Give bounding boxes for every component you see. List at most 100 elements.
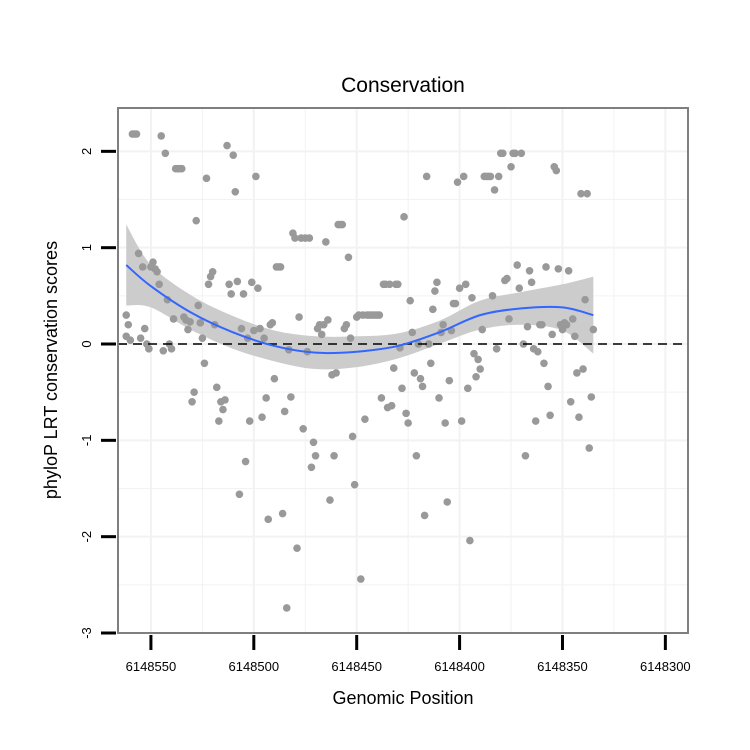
- smooth-fit-line: [125, 264, 594, 355]
- scatter-point: [389, 364, 398, 372]
- scatter-point: [472, 372, 480, 381]
- scatter-point: [258, 413, 266, 422]
- scatter-point: [280, 407, 289, 416]
- scatter-point: [126, 336, 135, 344]
- scatter-point: [402, 409, 410, 418]
- scatter-point: [521, 451, 530, 460]
- scatter-point: [350, 480, 359, 489]
- x-tick-label: 6148400: [434, 659, 485, 674]
- scatter-point: [270, 374, 279, 383]
- scatter-point: [494, 172, 503, 181]
- scatter-point: [235, 490, 244, 499]
- x-tick-label: 6148300: [640, 659, 691, 674]
- scatter-point: [527, 278, 536, 287]
- scatter-point: [204, 280, 213, 289]
- scatter-point: [202, 174, 211, 183]
- panel-border: [117, 107, 689, 634]
- scatter-point: [149, 258, 157, 266]
- scatter-point: [451, 299, 460, 308]
- scatter-point: [544, 382, 552, 391]
- scatter-point: [322, 238, 330, 246]
- scatter-point: [332, 369, 340, 377]
- scatter-point: [554, 265, 563, 273]
- scatter-point: [287, 393, 295, 401]
- scatter-point: [326, 496, 334, 504]
- scatter-point: [517, 149, 526, 158]
- chart-title: Conservation: [341, 74, 465, 97]
- scatter-point: [324, 316, 332, 324]
- y-tick-label: -3: [79, 627, 94, 639]
- scatter-point: [513, 261, 522, 269]
- scatter-point: [198, 334, 207, 343]
- scatter-point: [538, 320, 546, 329]
- scatter-point: [459, 172, 468, 181]
- scatter-point: [145, 345, 153, 353]
- scatter-point: [225, 280, 233, 289]
- scatter-point: [398, 384, 406, 393]
- scatter-point: [564, 266, 573, 275]
- scatter-point: [443, 498, 452, 506]
- scatter-point: [219, 405, 227, 414]
- scatter-point: [562, 320, 571, 329]
- scatter-point: [579, 365, 587, 373]
- scatter-point: [136, 334, 145, 343]
- scatter-point: [344, 253, 353, 262]
- scatter-point: [418, 382, 427, 391]
- y-tick-label: -2: [79, 531, 94, 543]
- scatter-point: [330, 451, 338, 460]
- scatter-point: [461, 280, 470, 289]
- scatter-point: [215, 417, 223, 425]
- scatter-point: [385, 280, 394, 289]
- scatter-point: [190, 388, 198, 396]
- scatter-point: [575, 413, 583, 422]
- scatter-point: [192, 216, 200, 225]
- scatter-point: [338, 220, 347, 229]
- scatter-point: [138, 263, 147, 271]
- scatter-point: [161, 149, 170, 158]
- scatter-point: [499, 149, 507, 158]
- scatter-point: [122, 311, 131, 319]
- scatter-point: [188, 398, 196, 406]
- scatter-point: [157, 132, 166, 140]
- scatter-point: [264, 515, 273, 524]
- scatter-point: [589, 325, 598, 334]
- scatter-point: [422, 172, 431, 181]
- scatter-point: [478, 325, 487, 334]
- scatter-point: [163, 295, 172, 304]
- scatter-point: [470, 349, 478, 358]
- scatter-point: [167, 345, 176, 353]
- scatter-point: [295, 313, 303, 321]
- scatter-point: [155, 280, 163, 289]
- y-tick-label: 0: [79, 340, 94, 347]
- scatter-point: [566, 398, 575, 406]
- scatter-point: [293, 544, 301, 553]
- scatter-point: [132, 130, 141, 138]
- scatter-point: [433, 278, 441, 287]
- scatter-point: [309, 438, 318, 447]
- scatter-point: [503, 274, 511, 283]
- scatter-point: [583, 189, 591, 198]
- scatter-point: [262, 394, 270, 402]
- scatter-point: [299, 424, 307, 433]
- scatter-point: [245, 417, 254, 425]
- scatter-point: [552, 166, 561, 175]
- scatter-point: [231, 188, 240, 196]
- y-tick-label: 2: [79, 148, 94, 155]
- scatter-point: [474, 355, 482, 364]
- scatter-point: [387, 401, 396, 410]
- y-axis-label: phyloP LRT conservation scores: [41, 241, 61, 499]
- scatter-point: [291, 234, 299, 242]
- scatter-point: [194, 301, 203, 310]
- scatter-point: [406, 296, 415, 305]
- scatter-point: [523, 322, 532, 331]
- scatter-point: [441, 419, 449, 427]
- scatter-point: [377, 394, 386, 402]
- scatter-point: [254, 284, 262, 292]
- scatter-point: [488, 292, 497, 300]
- scatter-point: [282, 604, 291, 612]
- scatter-point: [439, 320, 447, 329]
- x-axis-label: Genomic Position: [332, 688, 473, 708]
- scatter-point: [573, 369, 581, 377]
- scatter-point: [571, 332, 579, 341]
